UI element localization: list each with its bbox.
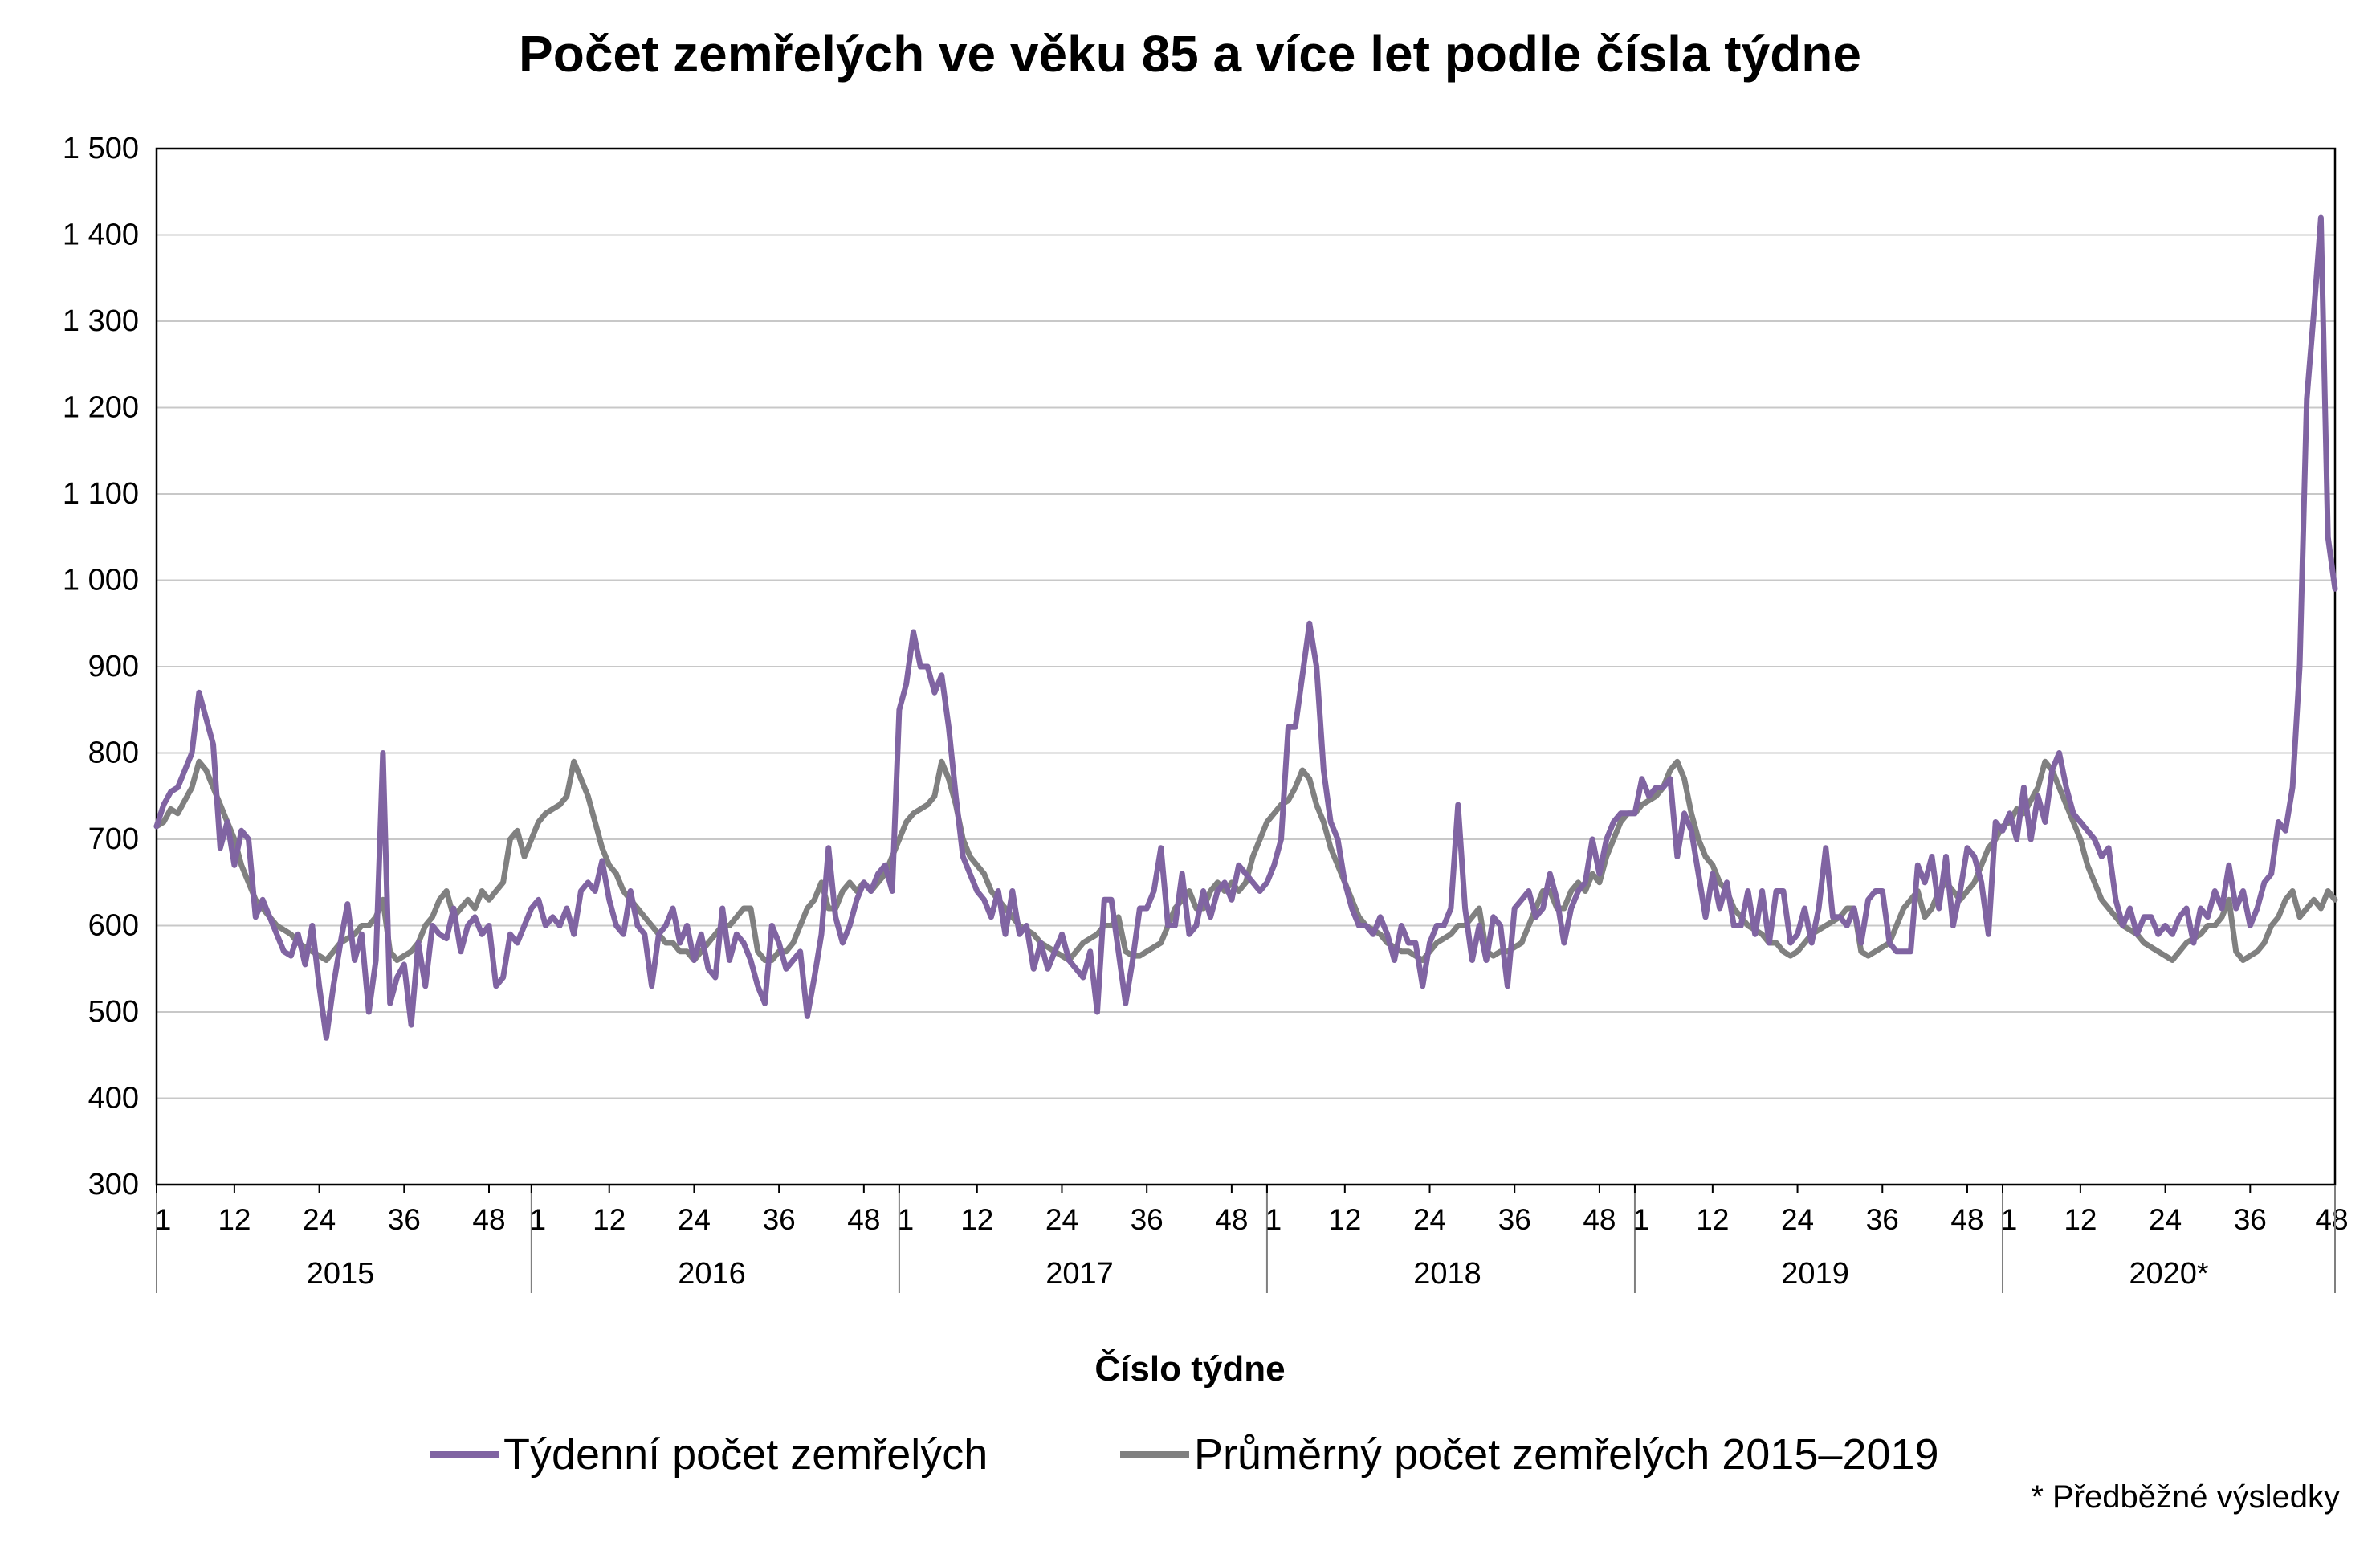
x-tick-label: 36 xyxy=(1498,1203,1531,1236)
legend-swatch-weekly-deaths xyxy=(430,1451,499,1458)
x-tick-label: 12 xyxy=(1696,1203,1729,1236)
x-tick-label: 48 xyxy=(1583,1203,1616,1236)
x-tick-label: 24 xyxy=(1781,1203,1814,1236)
plot-frame xyxy=(155,147,2337,1186)
x-tick-label: 48 xyxy=(1215,1203,1248,1236)
x-tick-label: 36 xyxy=(763,1203,796,1236)
x-tick-label: 24 xyxy=(678,1203,711,1236)
x-tick-label: 1 xyxy=(898,1203,915,1236)
legend-label-average-deaths: Průměrný počet zemřelých 2015–2019 xyxy=(1194,1430,1939,1479)
footnote: * Předběžné výsledky xyxy=(2031,1479,2340,1515)
x-tick-label: 12 xyxy=(2064,1203,2097,1236)
series-line-weekly-deaths xyxy=(153,214,2338,1041)
legend-item-weekly-deaths: Týdenní počet zemřelých xyxy=(430,1430,988,1479)
x-tick-label: 24 xyxy=(1413,1203,1446,1236)
x-tick-label: 1 xyxy=(1633,1203,1650,1236)
x-tick-label: 1 xyxy=(155,1203,172,1236)
chart-title: Počet zemřelých ve věku 85 a více let po… xyxy=(519,25,1861,83)
x-tick-label: 48 xyxy=(2315,1203,2348,1236)
y-tick-label: 1 200 xyxy=(63,391,139,425)
series-line-average-deaths xyxy=(153,758,2338,963)
year-label: 2018 xyxy=(1413,1257,1481,1291)
year-label: 2019 xyxy=(1781,1257,1849,1291)
x-tick-label: 12 xyxy=(960,1203,993,1236)
x-tick-label: 48 xyxy=(1950,1203,1983,1236)
x-tick-label: 12 xyxy=(593,1203,626,1236)
y-tick-label: 400 xyxy=(88,1082,139,1116)
y-tick-label: 1 000 xyxy=(63,564,139,598)
year-label: 2016 xyxy=(678,1257,746,1291)
x-tick-label: 12 xyxy=(1328,1203,1361,1236)
x-tick-label: 48 xyxy=(847,1203,880,1236)
year-label: 2015 xyxy=(307,1257,375,1291)
x-tick-label: 36 xyxy=(1131,1203,1164,1236)
legend-swatch-average-deaths xyxy=(1120,1451,1189,1458)
axes: 1 500 1 400 1 300 1 200 1 100 1 000 900 800 700 6… xyxy=(63,132,2349,1293)
year-label: 2017 xyxy=(1045,1257,1114,1291)
gridlines xyxy=(157,148,2335,1099)
y-tick-label: 900 xyxy=(88,650,139,683)
y-tick-label: 800 xyxy=(88,736,139,770)
x-tick-label: 1 xyxy=(530,1203,547,1236)
x-tick-label: 36 xyxy=(1866,1203,1899,1236)
x-axis-title: Číslo týdne xyxy=(1094,1349,1286,1389)
x-tick-label: 24 xyxy=(1045,1203,1078,1236)
y-tick-label: 1 500 xyxy=(63,132,139,165)
x-tick-label: 1 xyxy=(2001,1203,2018,1236)
y-tick-label: 300 xyxy=(88,1168,139,1201)
y-tick-label: 1 400 xyxy=(63,218,139,252)
y-tick-label: 600 xyxy=(88,909,139,943)
x-tick-label: 24 xyxy=(2149,1203,2182,1236)
x-tick-label: 36 xyxy=(388,1203,421,1236)
series-lines xyxy=(153,214,2338,1041)
x-tick-label: 48 xyxy=(472,1203,505,1236)
x-tick-label: 24 xyxy=(303,1203,336,1236)
x-tick-label: 12 xyxy=(218,1203,251,1236)
legend-item-average-deaths: Průměrný počet zemřelých 2015–2019 xyxy=(1120,1430,1939,1479)
year-label: 2020* xyxy=(2129,1257,2209,1291)
y-tick-label: 700 xyxy=(88,822,139,856)
legend-label-weekly-deaths: Týdenní počet zemřelých xyxy=(503,1430,988,1479)
y-tick-label: 500 xyxy=(88,995,139,1029)
x-tick-label: 1 xyxy=(1265,1203,1282,1236)
x-tick-label: 36 xyxy=(2234,1203,2267,1236)
y-tick-label: 1 300 xyxy=(63,304,139,338)
y-tick-label: 1 100 xyxy=(63,477,139,511)
